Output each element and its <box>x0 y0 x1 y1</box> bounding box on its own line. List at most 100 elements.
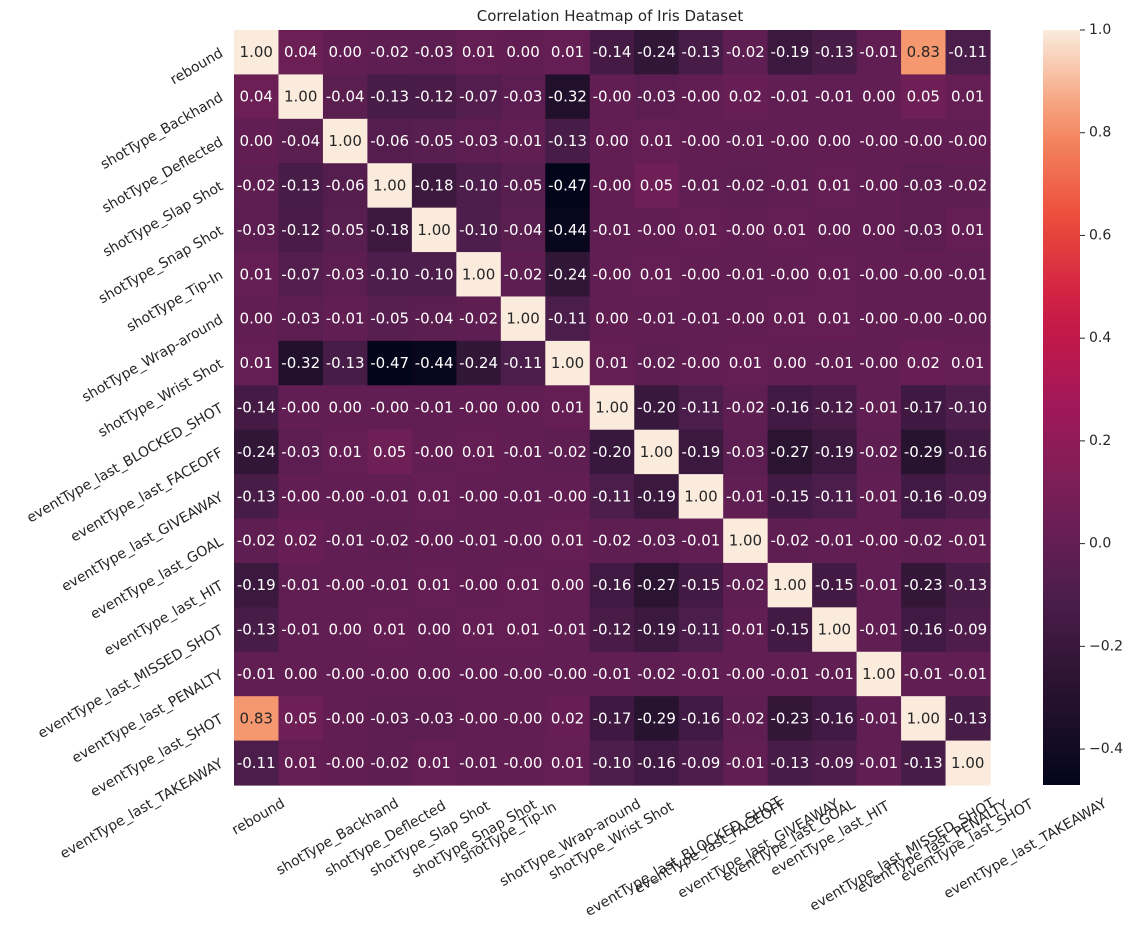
heatmap-cell <box>367 740 413 786</box>
heatmap-cell <box>812 429 858 475</box>
heatmap-cell <box>723 562 769 608</box>
cell-value-label: -0.04 <box>415 310 454 328</box>
cell-value-label: -0.19 <box>637 621 676 639</box>
heatmap-cell <box>411 429 457 475</box>
heatmap-cell <box>322 607 369 653</box>
cell-value-label: -0.01 <box>815 665 854 683</box>
heatmap-cell <box>500 651 546 697</box>
cell-value-label: -0.03 <box>415 709 454 727</box>
heatmap-cell <box>500 562 546 608</box>
cell-value-label: 0.02 <box>551 709 584 727</box>
cell-value-label: -0.10 <box>459 176 498 194</box>
cell-value-label: -0.17 <box>904 399 943 417</box>
heatmap-cell <box>500 740 546 786</box>
cell-value-label: -0.06 <box>370 132 409 150</box>
heatmap-cell <box>278 74 324 120</box>
cell-value-label: 0.01 <box>417 487 450 505</box>
cell-value-label: -0.01 <box>726 487 765 505</box>
heatmap-cell <box>589 385 635 431</box>
colorbar-tick-label: 1.0 <box>1089 22 1111 38</box>
cell-value-label: 0.01 <box>506 621 539 639</box>
heatmap-cell <box>367 163 413 209</box>
heatmap-cell <box>723 163 769 209</box>
cell-value-label: -0.01 <box>815 354 854 372</box>
cell-value-label: -0.02 <box>904 532 943 550</box>
colorbar: 1.0 0.8 0.6 0.4 0.2 0.0 −0.2 −0.4 <box>1043 22 1123 785</box>
heatmap-cell <box>812 740 858 786</box>
cell-value-label: -0.01 <box>859 576 898 594</box>
heatmap-cell <box>411 118 457 164</box>
heatmap-cell <box>234 74 280 120</box>
cell-value-label: -0.00 <box>370 665 409 683</box>
heatmap-cell <box>411 74 457 120</box>
heatmap-cell <box>500 607 546 653</box>
cell-value-label: -0.03 <box>237 221 276 239</box>
heatmap-cell <box>367 607 413 653</box>
cell-value-label: -0.00 <box>904 132 943 150</box>
heatmap-cell <box>856 74 902 120</box>
cell-value-label: -0.04 <box>281 132 320 150</box>
heatmap-cell <box>856 474 902 520</box>
heatmap-cell <box>278 30 324 76</box>
cell-value-label: -0.10 <box>593 754 632 772</box>
cell-value-label: -0.11 <box>682 399 721 417</box>
cell-value-label: 0.00 <box>328 621 361 639</box>
cell-value-label: -0.00 <box>593 88 632 106</box>
heatmap-cell <box>500 696 546 742</box>
heatmap-cell <box>234 163 280 209</box>
heatmap-cell <box>589 607 635 653</box>
heatmap-cell <box>901 118 947 164</box>
heatmap-cell <box>634 74 680 120</box>
cell-value-label: -0.01 <box>859 487 898 505</box>
heatmap-cell <box>500 518 546 564</box>
heatmap-cell <box>945 74 991 120</box>
cell-value-label: 0.00 <box>595 310 628 328</box>
cell-value-label: -0.13 <box>370 88 409 106</box>
heatmap-cell <box>856 163 902 209</box>
heatmap-cell <box>678 252 724 298</box>
heatmap-cell <box>500 30 546 76</box>
heatmap-cell <box>812 296 858 342</box>
heatmap-cell <box>234 429 280 475</box>
heatmap-cell <box>723 296 769 342</box>
heatmap-cell <box>678 740 724 786</box>
heatmap-cell <box>678 562 724 608</box>
cell-value-label: -0.00 <box>770 265 809 283</box>
cell-value-label: -0.00 <box>504 709 543 727</box>
colorbar-tick-label: −0.2 <box>1089 638 1123 654</box>
cell-value-label: -0.47 <box>548 176 587 194</box>
heatmap-cell <box>945 385 991 431</box>
cell-value-label: -0.01 <box>548 621 587 639</box>
cell-value-label: 0.01 <box>551 43 584 61</box>
cell-value-label: -0.00 <box>415 443 454 461</box>
cell-value-label: -0.00 <box>504 754 543 772</box>
heatmap-cell <box>945 340 991 386</box>
heatmap-cell <box>500 252 546 298</box>
chart-title: Correlation Heatmap of Iris Dataset <box>477 7 744 25</box>
cell-value-label: -0.09 <box>948 487 987 505</box>
heatmap-cell <box>278 163 324 209</box>
cell-value-label: 0.00 <box>773 354 806 372</box>
heatmap-cell <box>678 607 724 653</box>
cell-value-label: 1.00 <box>907 709 940 727</box>
heatmap-cell <box>456 474 502 520</box>
heatmap-cell <box>901 385 947 431</box>
heatmap-cell <box>234 30 280 76</box>
heatmap-cell <box>901 74 947 120</box>
cell-value-label: -0.02 <box>948 176 987 194</box>
cell-value-label: 0.00 <box>417 621 450 639</box>
heatmap-cell <box>456 651 502 697</box>
cell-value-label: -0.00 <box>548 665 587 683</box>
heatmap-cell <box>367 207 413 253</box>
heatmap-cell <box>234 385 280 431</box>
heatmap-cell <box>322 562 369 608</box>
cell-value-label: 0.02 <box>729 88 762 106</box>
cell-value-label: -0.03 <box>504 88 543 106</box>
cell-value-label: 0.01 <box>506 576 539 594</box>
cell-value-label: -0.23 <box>770 709 809 727</box>
heatmap-cell <box>678 429 724 475</box>
heatmap-cell <box>322 651 369 697</box>
cell-value-label: -0.11 <box>504 354 543 372</box>
cell-value-label: 0.02 <box>284 532 317 550</box>
cell-value-label: -0.03 <box>281 443 320 461</box>
